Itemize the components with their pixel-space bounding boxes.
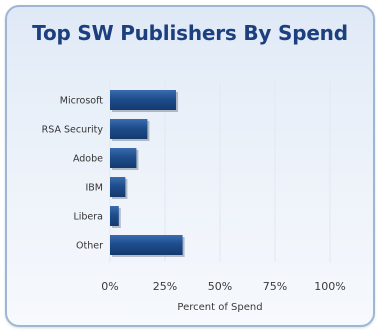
x-tick-labels: 0% 25% 50% 75% 100% (101, 280, 345, 293)
bar-ibm (110, 177, 126, 197)
category-label: RSA Security (42, 125, 104, 136)
bar-libera (110, 206, 119, 226)
category-label: Adobe (73, 154, 103, 165)
bar-adobe (110, 148, 137, 168)
x-tick-label: 75% (263, 280, 287, 293)
x-tick-label: 0% (101, 280, 118, 293)
grid-lines (109, 82, 331, 262)
x-tick-label: 25% (153, 280, 177, 293)
x-axis-label: Percent of Spend (177, 302, 262, 313)
bar-other (110, 235, 183, 255)
category-label: Microsoft (60, 96, 104, 107)
category-labels: Microsoft RSA Security Adobe IBM Libera Other (42, 96, 104, 252)
chart-panel (5, 5, 375, 327)
category-label: IBM (85, 183, 103, 194)
bar-microsoft (110, 90, 176, 110)
category-label: Other (76, 241, 103, 252)
category-label: Libera (73, 212, 103, 223)
bar-rsa-security (110, 119, 148, 139)
x-tick-label: 50% (208, 280, 232, 293)
bars (110, 90, 185, 257)
x-tick-label: 100% (314, 280, 345, 293)
chart-title: Top SW Publishers By Spend (32, 21, 348, 45)
